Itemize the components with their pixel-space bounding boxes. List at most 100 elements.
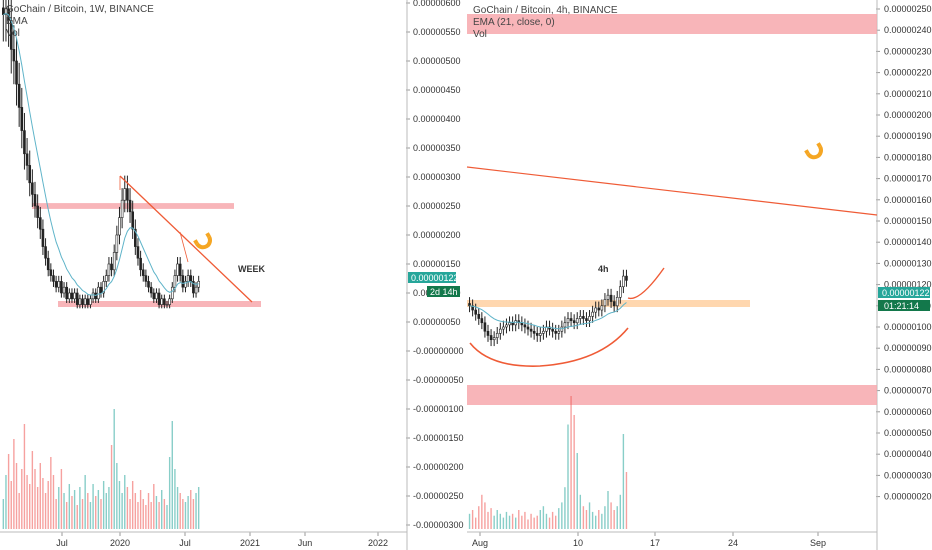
left-candle-body — [149, 286, 153, 294]
right-x-tick-label: 10 — [573, 538, 583, 548]
left-candle-body — [120, 199, 124, 218]
left-volume-bar — [7, 454, 10, 529]
right-volume-bar — [502, 517, 505, 529]
right-volume-bar — [533, 517, 535, 529]
left-candle-body — [4, 8, 8, 15]
left-candle-body — [134, 228, 137, 247]
right-candle-body — [489, 335, 493, 341]
left-magnet-pole — [205, 232, 211, 238]
left-y-tick-label: -0.00000000 — [413, 346, 464, 356]
left-candle-body — [178, 263, 182, 276]
left-candle-body — [157, 292, 161, 305]
left-volume-bar — [153, 484, 155, 529]
left-candle-body — [152, 292, 156, 300]
left-candle-body — [83, 298, 87, 305]
left-volume-bar — [47, 481, 49, 529]
right-volume-bar — [499, 513, 502, 529]
left-volume-bar — [161, 490, 163, 529]
left-y-tick-label: 0.00000450 — [413, 85, 461, 95]
left-y-tick-label: -0.00000050 — [413, 375, 464, 385]
right-countdown-tag: 01:21:14 — [884, 301, 919, 311]
left-candle-body — [168, 298, 171, 305]
left-y-tick-label: 0.00000050 — [413, 317, 461, 327]
right-volume-bar — [481, 494, 483, 529]
left-candle-body — [165, 304, 169, 306]
right-x-tick-label: Sep — [810, 538, 826, 548]
right-candle-body — [508, 322, 511, 326]
right-volume-bar — [505, 511, 508, 529]
left-y-tick-label: 0.00000300 — [413, 172, 461, 182]
left-candle-body — [46, 257, 50, 271]
right-y-tick-label: 0.00000080 — [884, 364, 932, 374]
left-x-tick-label: 2022 — [368, 538, 388, 548]
right-volume-bar — [585, 510, 588, 529]
right-chart-header: GoChain / Bitcoin, 4h, BINANCE EMA (21, … — [473, 5, 618, 41]
right-volume-bar — [521, 515, 523, 529]
right-volume-bar — [591, 511, 594, 529]
left-candle-body — [60, 281, 63, 294]
right-magnet-pole — [816, 142, 822, 148]
right-candle-body — [603, 299, 607, 307]
right-candle-body — [563, 322, 567, 328]
left-candle-body — [28, 165, 32, 184]
left-week-annotation: WEEK — [238, 264, 266, 274]
left-y-tick-label: 0.00000200 — [413, 230, 461, 240]
right-price-tag: 0.00000122 — [882, 288, 930, 298]
left-volume-bar — [137, 502, 139, 529]
left-y-tick-label: 0.00000500 — [413, 56, 461, 66]
right-volume-bar — [616, 506, 618, 529]
right-volume-bar — [564, 487, 566, 529]
left-candle-body — [131, 211, 134, 230]
right-y-tick-label: 0.00000150 — [884, 216, 932, 226]
left-candle-body — [136, 246, 140, 259]
left-volume-bar — [44, 493, 47, 529]
left-volume-bar — [166, 505, 168, 529]
left-volume-bar — [26, 475, 28, 529]
right-volume-bar — [610, 502, 612, 529]
left-candle-body — [86, 298, 90, 305]
left-volume-bar — [195, 493, 197, 529]
right-y-tick-label: 0.00000190 — [884, 131, 932, 141]
left-candle-body — [12, 49, 16, 62]
left-magnet-pole — [193, 239, 199, 245]
left-volume-bar — [139, 490, 142, 529]
right-descending-trendline — [466, 166, 878, 216]
right-candle-body — [511, 322, 514, 326]
left-volume-bar — [108, 487, 110, 529]
left-volume-bar — [116, 463, 118, 529]
left-candle-body — [104, 275, 108, 282]
left-magnet-icon — [193, 232, 212, 250]
left-candle-body — [73, 292, 76, 300]
right-volume-bar — [539, 510, 542, 529]
left-candle-body — [70, 292, 74, 300]
right-y-tick-label: 0.00000140 — [884, 237, 932, 247]
left-x-tick-label: Jul — [179, 538, 191, 548]
left-volume-bar — [18, 493, 20, 529]
left-candle-body — [2, 7, 5, 15]
right-volume-bar — [619, 494, 622, 529]
left-candle-body — [44, 246, 47, 259]
left-x-tick-label: 2020 — [110, 538, 130, 548]
left-x-tick-label: 2021 — [240, 538, 260, 548]
right-candle-body — [523, 324, 527, 328]
left-vol-label: Vol — [6, 28, 20, 39]
left-candle-body — [139, 257, 142, 271]
right-ema-line — [469, 302, 627, 330]
right-volume-bar — [474, 517, 477, 529]
right-volume-bar — [598, 510, 600, 529]
right-y-tick-label: 0.00000250 — [884, 4, 932, 14]
left-volume-bar — [184, 502, 187, 529]
right-candle-body — [551, 328, 554, 332]
left-volume-bar — [124, 475, 126, 529]
left-volume-bar — [2, 499, 5, 529]
right-y-tick-label: 0.00000200 — [884, 110, 932, 120]
left-volume-bar — [76, 505, 78, 529]
right-volume-bar — [554, 515, 557, 529]
right-y-tick-label: 0.00000210 — [884, 89, 932, 99]
left-volume-bar — [147, 493, 150, 529]
right-volume-bar — [514, 517, 517, 529]
left-candle-body — [81, 298, 84, 305]
right-candle-body — [554, 330, 557, 334]
right-resistance-zone — [467, 14, 877, 34]
right-x-tick-label: 24 — [728, 538, 738, 548]
